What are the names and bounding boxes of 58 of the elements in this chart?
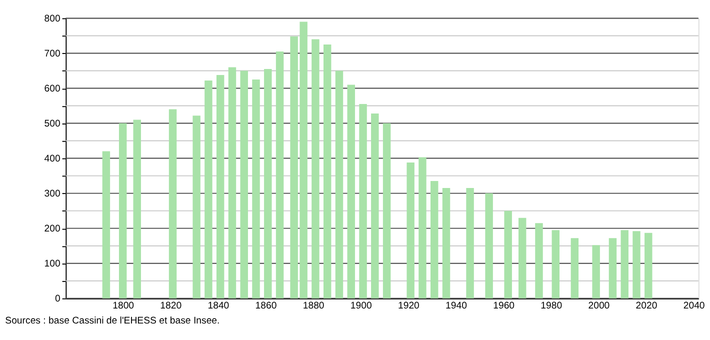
- bar: [102, 151, 110, 298]
- bar: [552, 230, 560, 298]
- bar: [406, 162, 414, 298]
- bar: [276, 51, 284, 298]
- source-note: Sources : base Cassini de l'EHESS et base Insee.: [5, 315, 220, 326]
- bar: [323, 44, 332, 298]
- y-tick-label: 100: [44, 258, 60, 270]
- x-tick-label: 1940: [446, 300, 467, 312]
- bar: [570, 238, 579, 298]
- y-tick-label: 500: [44, 118, 60, 130]
- x-tick-label: 1980: [540, 300, 562, 312]
- bar: [382, 123, 391, 298]
- bar: [485, 193, 493, 298]
- bar: [535, 223, 543, 298]
- bar: [592, 245, 600, 298]
- x-tick-label: 1820: [160, 300, 182, 312]
- y-tick-label: 600: [44, 84, 60, 95]
- x-tick-label: 1960: [493, 300, 515, 312]
- x-tick-label: 1800: [112, 300, 134, 312]
- y-tick-label: 300: [44, 188, 60, 200]
- y-tick-label: 800: [44, 14, 60, 25]
- bar: [312, 39, 320, 298]
- bar: [430, 181, 438, 298]
- bar: [252, 80, 260, 298]
- bar: [632, 231, 640, 298]
- x-tick-label: 2000: [588, 300, 610, 312]
- bar: [264, 68, 272, 298]
- y-tick-label: 0: [55, 294, 60, 305]
- x-tick-label: 1920: [398, 300, 420, 312]
- bar: [347, 84, 355, 298]
- bar: [359, 104, 367, 298]
- bar: [371, 113, 379, 298]
- bar: [335, 70, 344, 298]
- bar: [204, 80, 212, 298]
- bar: [504, 210, 512, 298]
- x-tick-label: 1900: [350, 300, 372, 312]
- bar: [118, 123, 127, 298]
- x-tick-label: 2040: [683, 300, 705, 312]
- bar: [466, 188, 474, 298]
- bar: [240, 70, 248, 298]
- x-tick-label: 1880: [302, 300, 324, 312]
- bar: [168, 109, 177, 298]
- bar: [608, 238, 617, 298]
- x-tick-label: 1860: [255, 300, 277, 312]
- bar: [518, 218, 526, 298]
- y-tick-label: 200: [44, 224, 60, 235]
- bar: [442, 188, 450, 298]
- bar: [192, 116, 200, 298]
- bar: [133, 120, 141, 298]
- bar: [644, 232, 652, 298]
- bar: [216, 74, 224, 298]
- x-tick-label: 2020: [636, 300, 658, 312]
- bar: [620, 230, 628, 298]
- y-tick-label: 400: [44, 154, 60, 165]
- bar: [418, 157, 426, 298]
- bar: [228, 67, 236, 298]
- y-tick-label: 700: [44, 48, 60, 60]
- x-tick-label: 1840: [208, 300, 230, 312]
